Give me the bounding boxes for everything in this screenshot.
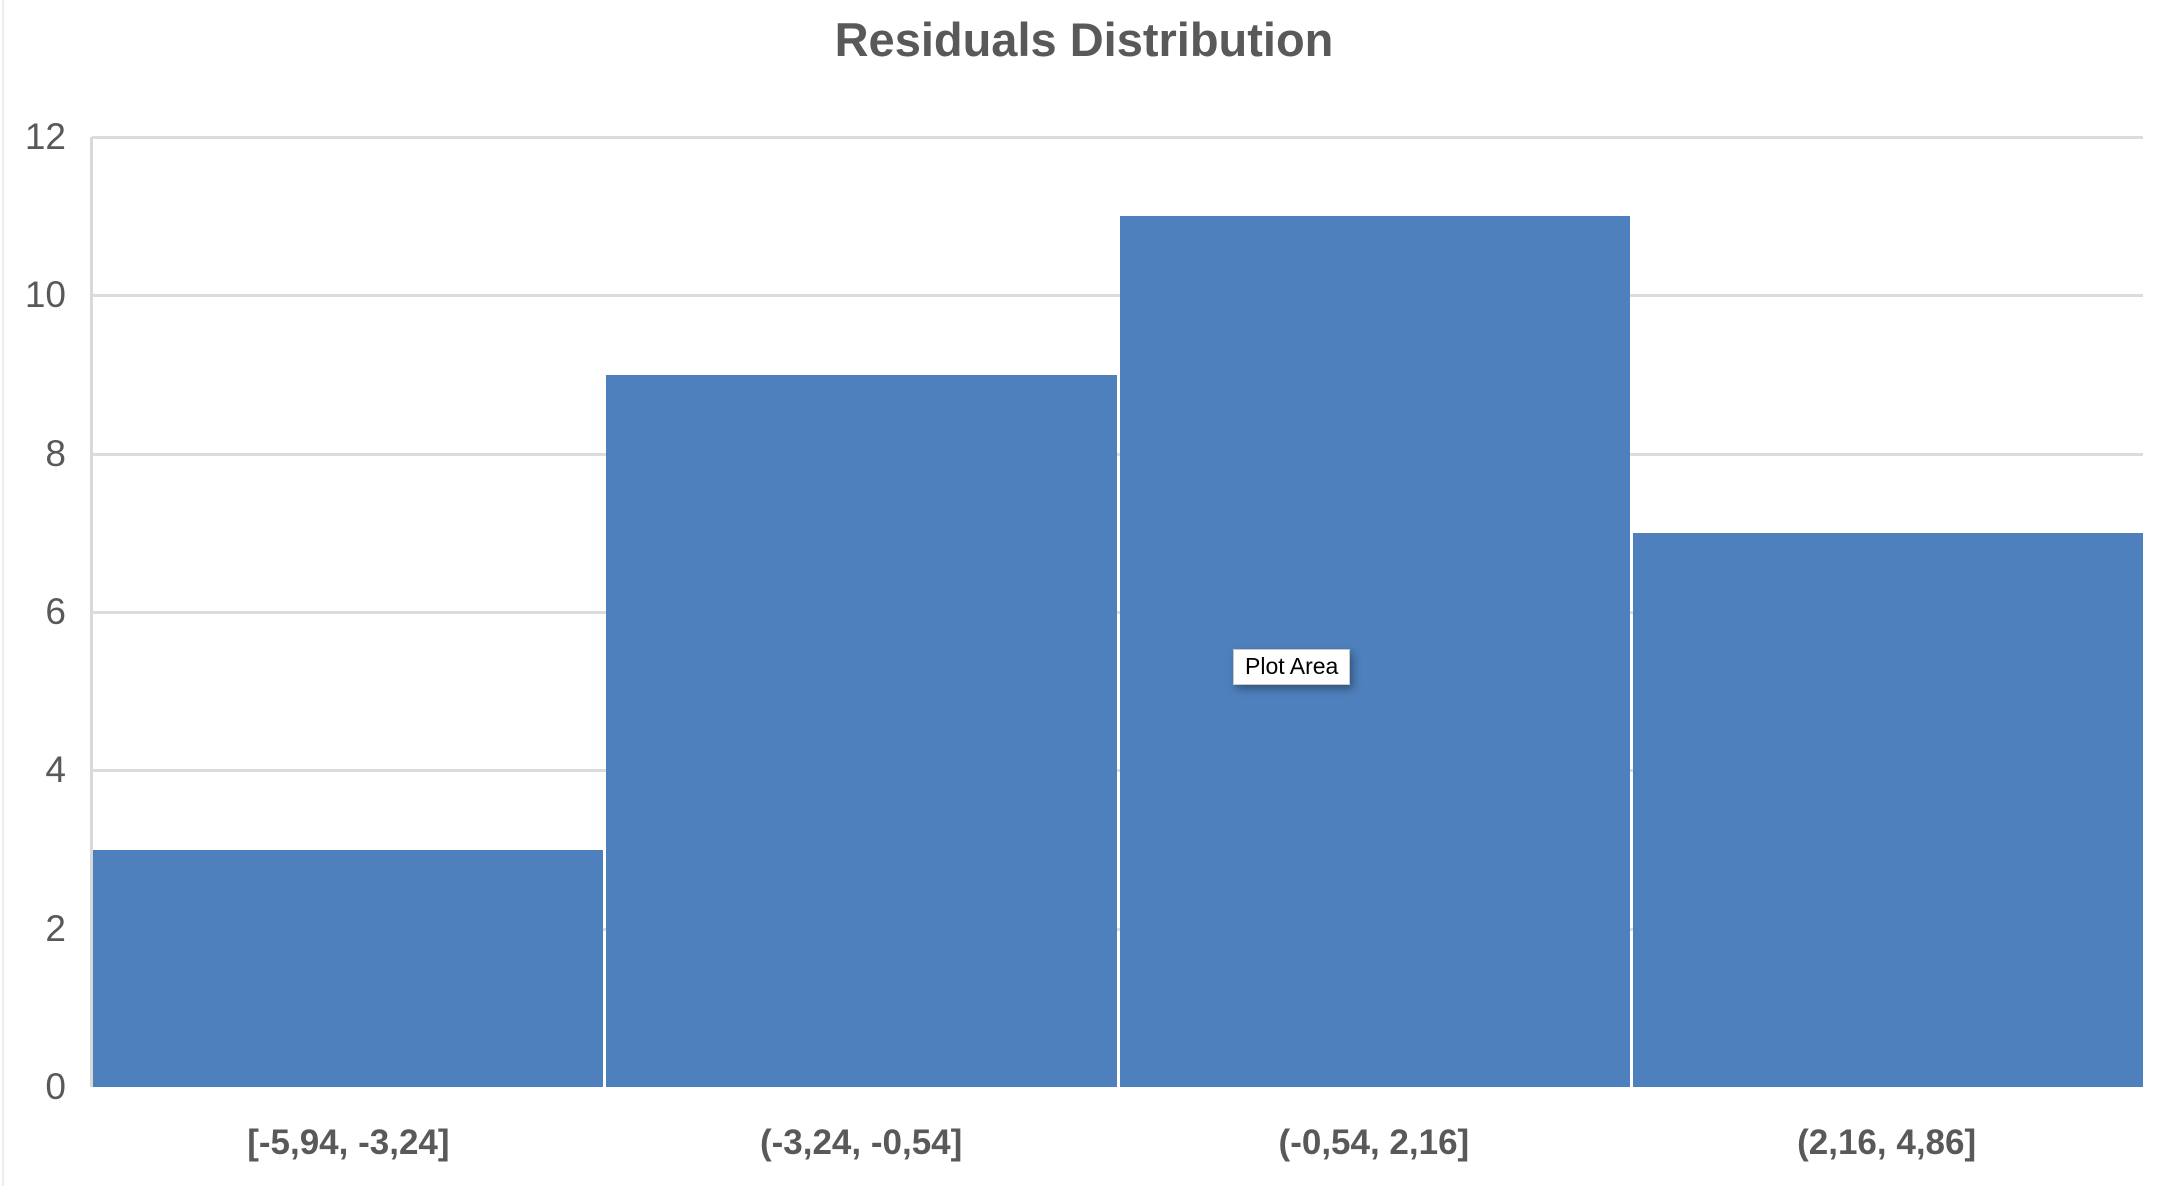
gridline-10: [92, 294, 2143, 298]
y-tick-label-4: 4: [45, 749, 66, 791]
gridline-4: [92, 769, 2143, 773]
gridline-2: [92, 927, 2143, 931]
y-tick-label-2: 2: [45, 907, 66, 949]
chart-left-edge: [2, 0, 4, 1186]
y-tick-label-0: 0: [45, 1066, 66, 1107]
gridline-12: [92, 136, 2143, 139]
y-tick-label-6: 6: [45, 591, 66, 632]
y-tick-label-10: 10: [24, 274, 66, 316]
bar-1[interactable]: [93, 849, 604, 1087]
x-axis: [-5,94, -3,24] (-3,24, -0,54] (-0,54, 2,16…: [92, 1122, 2143, 1164]
bar-3[interactable]: [1119, 216, 1630, 1087]
plot-area-tooltip-label: Plot Area: [1245, 653, 1339, 679]
x-axis-label-1: [-5,94, -3,24]: [247, 1123, 450, 1162]
gridline-8: [92, 452, 2143, 456]
plot-area[interactable]: [90, 136, 2143, 1087]
chart-title[interactable]: Residuals Distribution: [834, 13, 1334, 66]
gridline-6: [92, 611, 2143, 614]
bar-4[interactable]: [1632, 532, 2143, 1087]
x-axis-label-2: (-3,24, -0,54]: [759, 1123, 963, 1162]
bar-2[interactable]: [606, 374, 1117, 1087]
y-axis: 0 2 4 6 8 10 12: [0, 116, 66, 1107]
plot-area-tooltip: Plot Area: [1233, 649, 1351, 685]
y-tick-label-8: 8: [45, 432, 66, 474]
x-axis-label-4: (2,16, 4,86]: [1797, 1123, 1977, 1162]
y-axis-line: [90, 137, 93, 1087]
y-tick-label-12: 12: [24, 116, 66, 157]
x-axis-label-3: (-0,54, 2,16]: [1278, 1123, 1470, 1162]
bar-series[interactable]: [93, 137, 2143, 1087]
